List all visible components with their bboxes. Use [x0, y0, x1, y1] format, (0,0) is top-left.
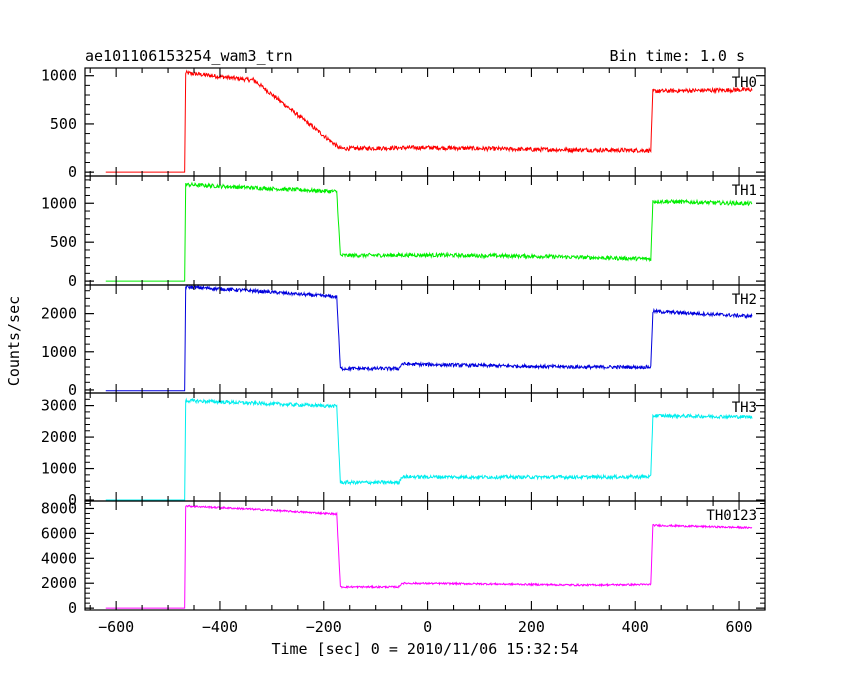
x-tick-label: 200	[518, 618, 545, 636]
y-tick-label: 1000	[41, 194, 77, 212]
x-tick-label: −600	[98, 618, 134, 636]
panel-label: TH1	[732, 183, 757, 199]
y-tick-label: 1000	[41, 67, 77, 85]
y-tick-label: 1000	[41, 343, 77, 361]
panel-frame	[84, 392, 766, 502]
y-tick-label: 4000	[41, 549, 77, 567]
y-tick-label: 2000	[41, 305, 77, 323]
y-tick-label: 500	[50, 115, 77, 133]
y-tick-label: 8000	[41, 499, 77, 517]
series-line-th0	[105, 69, 753, 173]
x-tick-label: 0	[423, 618, 432, 636]
panel-frame	[84, 175, 766, 286]
bin-time-label: Bin time: 1.0 s	[610, 47, 745, 65]
y-tick-label: 2000	[41, 428, 77, 446]
panel-frame	[84, 284, 766, 394]
y-tick-label: 0	[68, 163, 77, 181]
x-tick-label: 400	[622, 618, 649, 636]
y-tick-label: 6000	[41, 524, 77, 542]
y-tick-label: 2000	[41, 574, 77, 592]
panel-th0: 0 500 1000 TH0	[41, 67, 766, 181]
panel-th1: 0 500 1000 TH1	[41, 175, 766, 290]
y-tick-label: 0	[68, 599, 77, 617]
y-tick-label: 0	[68, 491, 77, 509]
y-axis-label: Counts/sec	[5, 296, 23, 386]
panel-frame	[84, 500, 766, 611]
y-tick-label: 0	[68, 381, 77, 399]
series-line-th2	[105, 284, 753, 392]
y-tick-label: 0	[68, 272, 77, 290]
chart-title: ae101106153254_wam3_trn	[85, 47, 293, 65]
panel-th3: 0 1000 2000 3000 TH3	[41, 392, 766, 509]
series-line-th0123	[105, 504, 753, 609]
panel-label: TH2	[732, 292, 757, 308]
y-tick-label: 1000	[41, 460, 77, 478]
panel-th0123: 0 2000 4000 6000 8000 TH0123	[41, 499, 766, 617]
x-axis-label: Time [sec] 0 = 2010/11/06 15:32:54	[271, 640, 578, 658]
panel-label: TH0123	[706, 508, 757, 524]
series-line-th3	[105, 397, 753, 501]
y-tick-label: 3000	[41, 397, 77, 415]
x-tick-label: −200	[306, 618, 342, 636]
panel-label: TH0	[732, 75, 757, 91]
y-tick-label: 500	[50, 233, 77, 251]
panel-frame	[84, 67, 766, 177]
x-tick-label: −400	[202, 618, 238, 636]
series-line-th1	[105, 181, 753, 282]
x-tick-label: 600	[725, 618, 752, 636]
panel-label: TH3	[732, 400, 757, 416]
panel-th2: 0 1000 2000 TH2	[41, 284, 766, 399]
